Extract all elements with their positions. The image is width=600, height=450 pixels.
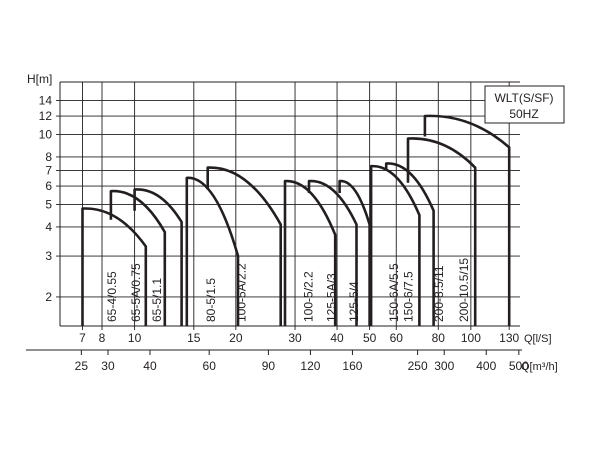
x-tick-label: 80: [432, 331, 446, 345]
legend-box: [484, 85, 565, 124]
pump-curve: [81, 207, 148, 326]
pump-curve: [109, 189, 167, 326]
pump-curve: [133, 188, 183, 326]
x2-tick-label: 160: [342, 359, 362, 373]
x-tick-label: 130: [499, 331, 519, 345]
x-tick-label: 100: [461, 331, 481, 345]
pump-curve: [206, 166, 282, 326]
y-tick-label: 7: [45, 163, 52, 177]
y-tick-label: 14: [39, 93, 53, 107]
x-tick-label: 15: [187, 331, 201, 345]
x-tick-label: 10: [128, 331, 142, 345]
pump-curve: [369, 164, 421, 326]
x-tick-label: 20: [229, 331, 243, 345]
x2-tick-label: 250: [408, 359, 428, 373]
x-axis-title: Q[l/S]: [524, 333, 552, 345]
legend-line-1: WLT(S/SF): [494, 91, 553, 105]
x2-tick-label: 25: [75, 359, 89, 373]
pump-model-label: 80-5/1.5: [204, 278, 218, 322]
x2-tick-label: 30: [101, 359, 115, 373]
x-tick-label: 8: [99, 331, 106, 345]
y-tick-label: 4: [45, 220, 52, 234]
y-tick-label: 10: [39, 127, 53, 141]
x2-tick-label: 120: [300, 359, 320, 373]
x-tick-label: 30: [288, 331, 302, 345]
pump-curves: [81, 114, 511, 326]
pump-curve: [338, 179, 371, 326]
legend-line-2: 50HZ: [509, 107, 538, 121]
y-tick-label: 2: [45, 290, 52, 304]
grid: [26, 81, 522, 355]
x2-tick-label: 300: [434, 359, 454, 373]
pump-model-label: 100-5/2.2: [302, 271, 316, 322]
y-tick-label: 3: [45, 249, 52, 263]
x-tick-label: 40: [330, 331, 344, 345]
x2-tick-label: 400: [476, 359, 496, 373]
pump-curve: [283, 179, 337, 326]
x2-axis-title: Q[m³/h]: [521, 361, 558, 373]
pump-model-label: 200-10.5/15: [457, 258, 471, 322]
x2-tick-label: 90: [262, 359, 276, 373]
pump-model-label: 125-5/4: [347, 281, 361, 322]
pump-model-label: 100-5A/2.2: [235, 263, 249, 322]
pump-model-label: 65-4/0.55: [105, 271, 119, 322]
x2-tick-label: 40: [143, 359, 157, 373]
pump-model-label: 150-6/7.5: [402, 271, 416, 322]
y-axis-title: H[m]: [27, 72, 52, 86]
x-tick-label: 50: [363, 331, 377, 345]
pump-model-label: 150-6A/5.5: [387, 263, 401, 322]
pump-curve: [406, 137, 477, 326]
x-tick-label: 60: [390, 331, 404, 345]
pump-model-label: 125-5A/3: [324, 273, 338, 322]
pump-model-label: 65-5A/0.75: [129, 263, 143, 322]
y-tick-label: 6: [45, 179, 52, 193]
x2-tick-label: 500: [509, 359, 529, 373]
y-tick-label: 8: [45, 150, 52, 164]
pump-model-label: 65-5/1.1: [150, 278, 164, 322]
x-tick-label: 7: [79, 331, 86, 345]
pump-curve: [185, 176, 240, 326]
y-tick-label: 5: [45, 197, 52, 211]
pump-curve: [384, 162, 435, 326]
pump-curve: [423, 114, 511, 326]
y-tick-label: 12: [39, 109, 53, 123]
pump-model-label: 200-8.5/11: [432, 265, 446, 322]
x2-tick-label: 60: [203, 359, 217, 373]
pump-curve: [307, 179, 358, 326]
